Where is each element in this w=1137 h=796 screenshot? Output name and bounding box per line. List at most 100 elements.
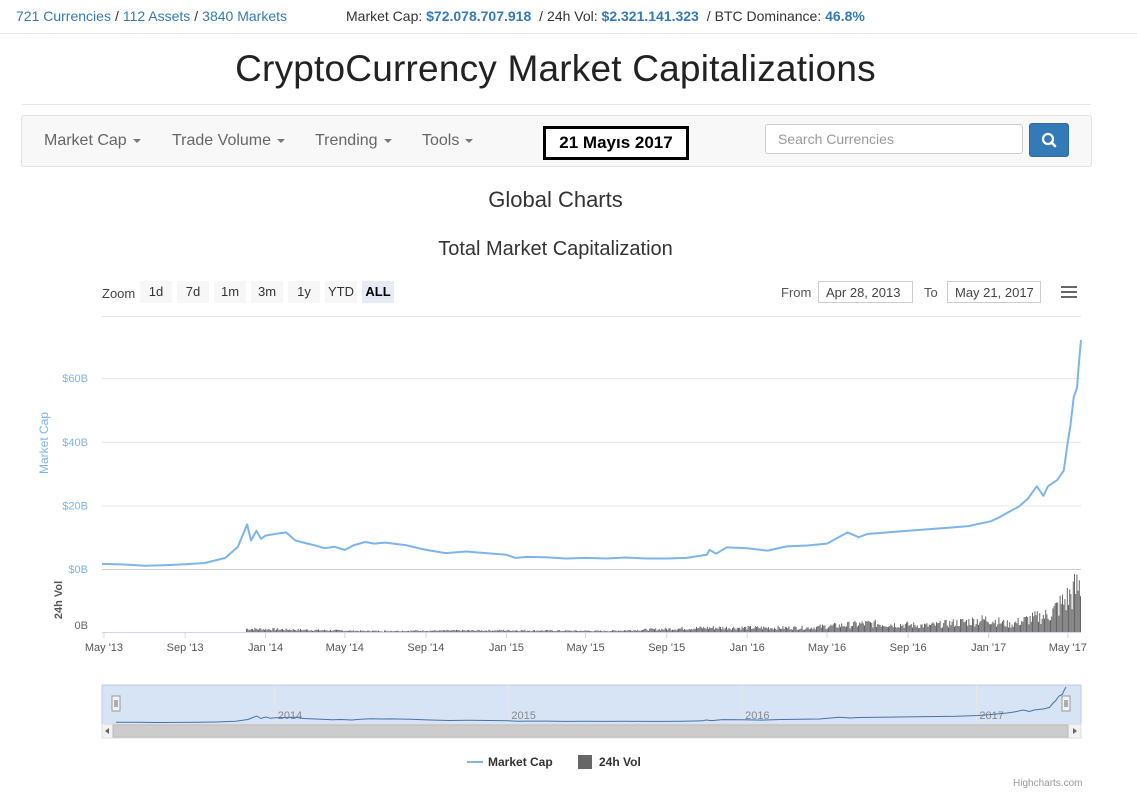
volume-bar (975, 624, 977, 632)
volume-bar (703, 626, 705, 632)
y-tick-label: $40B (62, 437, 88, 449)
volume-bar (403, 631, 405, 632)
x-tick-label: Sep '15 (648, 642, 685, 654)
volume-bar (987, 622, 989, 632)
volume-bar (1027, 617, 1029, 632)
volume-bar (418, 631, 420, 632)
zoom-all-button[interactable]: ALL (362, 281, 394, 303)
volume-bar (690, 629, 691, 632)
volume-bar (925, 624, 927, 632)
volume-bar (972, 617, 973, 632)
navigator-handle[interactable] (111, 695, 121, 712)
volume-bar (1052, 608, 1054, 632)
volume-bar (411, 630, 413, 632)
volume-bar (391, 630, 393, 632)
volume-bar (781, 628, 783, 632)
zoom-7d-button[interactable]: 7d (177, 281, 209, 303)
from-label: From (781, 285, 812, 300)
volume-bar (1059, 595, 1061, 632)
volume-bar (966, 619, 967, 632)
volume-bar (447, 630, 449, 632)
vol-value: $2.321.141.323 (601, 8, 699, 24)
from-date-input[interactable]: Apr 28, 2013 (818, 281, 913, 303)
volume-bar (714, 629, 715, 632)
volume-bar (708, 628, 709, 632)
scrollbar[interactable] (101, 723, 1082, 739)
volume-bar (818, 626, 820, 632)
search-button[interactable] (1029, 123, 1069, 157)
menu-tools[interactable]: Tools (422, 132, 474, 150)
to-date-input[interactable]: May 21, 2017 (947, 281, 1041, 303)
volume-bar (981, 615, 983, 632)
volume-bar (423, 631, 425, 632)
zoom-1d-button[interactable]: 1d (140, 281, 172, 303)
stats-right: Market Cap: $72.078.707.918 /24h Vol: $2… (346, 8, 865, 24)
volume-bar (852, 626, 853, 632)
volume-bar (757, 626, 759, 632)
volume-bar (811, 627, 813, 632)
volume-bar (435, 630, 437, 632)
zoom-ytd-button[interactable]: YTD (325, 281, 357, 303)
volume-bar (442, 630, 444, 632)
volume-bar (595, 630, 597, 632)
menu-trending[interactable]: Trending (315, 132, 392, 150)
zoom-1y-button[interactable]: 1y (288, 281, 320, 303)
volume-bar (304, 630, 306, 632)
volume-bar (466, 630, 468, 632)
volume-bar (751, 628, 753, 632)
volume-bar (951, 621, 953, 632)
volume-bar (246, 628, 247, 632)
volume-bar (1056, 602, 1057, 632)
volume-bar (381, 631, 383, 632)
volume-bar (982, 619, 984, 632)
search-input[interactable] (765, 124, 1023, 154)
volume-bar (456, 629, 457, 632)
volume-bar (793, 626, 795, 632)
volume-bar (547, 629, 549, 632)
volume-bar (571, 630, 573, 632)
volume-bar (374, 630, 376, 632)
volume-bar (896, 627, 898, 632)
volume-bar (502, 629, 504, 632)
volume-bar (680, 628, 682, 632)
navigator-handle[interactable] (1061, 695, 1071, 712)
volume-bar (664, 627, 666, 632)
to-label: To (924, 285, 938, 300)
volume-bar (330, 629, 331, 632)
volume-bar (378, 630, 379, 632)
volume-bar (1020, 624, 1021, 632)
volume-bar (877, 624, 879, 632)
volume-bar (351, 631, 353, 632)
navbar: Market Cap Trade Volume Trending Tools 2… (21, 115, 1092, 167)
volume-bar (782, 625, 784, 632)
volume-bar (301, 629, 303, 632)
markets-link[interactable]: 3840 Markets (202, 8, 287, 24)
zoom-1m-button[interactable]: 1m (214, 281, 246, 303)
volume-bar (964, 621, 966, 632)
assets-link[interactable]: 112 Assets (122, 8, 191, 24)
menu-market-cap[interactable]: Market Cap (44, 132, 141, 150)
zoom-3m-button[interactable]: 3m (251, 281, 283, 303)
page-title: CryptoCurrency Market Capitalizations (235, 48, 876, 89)
volume-bar (415, 630, 417, 632)
highcharts-credit[interactable]: Highcharts.com (1013, 778, 1083, 789)
volume-bar (476, 630, 478, 632)
date-overlay: 21 Mayıs 2017 (543, 126, 689, 160)
volume-bar (609, 631, 611, 632)
volume-bar (393, 631, 395, 632)
hamburger-menu-icon[interactable] (1061, 286, 1077, 299)
volume-bar (252, 628, 253, 632)
menu-trade-volume[interactable]: Trade Volume (172, 132, 286, 150)
volume-bar (697, 628, 699, 632)
volume-bar (766, 628, 768, 632)
volume-bar (954, 626, 955, 632)
x-tick-label: Jan '15 (489, 642, 524, 654)
volume-bar (325, 630, 327, 632)
volume-bar (742, 628, 744, 632)
volume-bar (367, 630, 369, 632)
volume-bar (812, 629, 814, 632)
currencies-link[interactable]: 721 Currencies (16, 8, 111, 24)
volume-bar (528, 630, 529, 632)
x-tick-label: Jan '16 (730, 642, 765, 654)
